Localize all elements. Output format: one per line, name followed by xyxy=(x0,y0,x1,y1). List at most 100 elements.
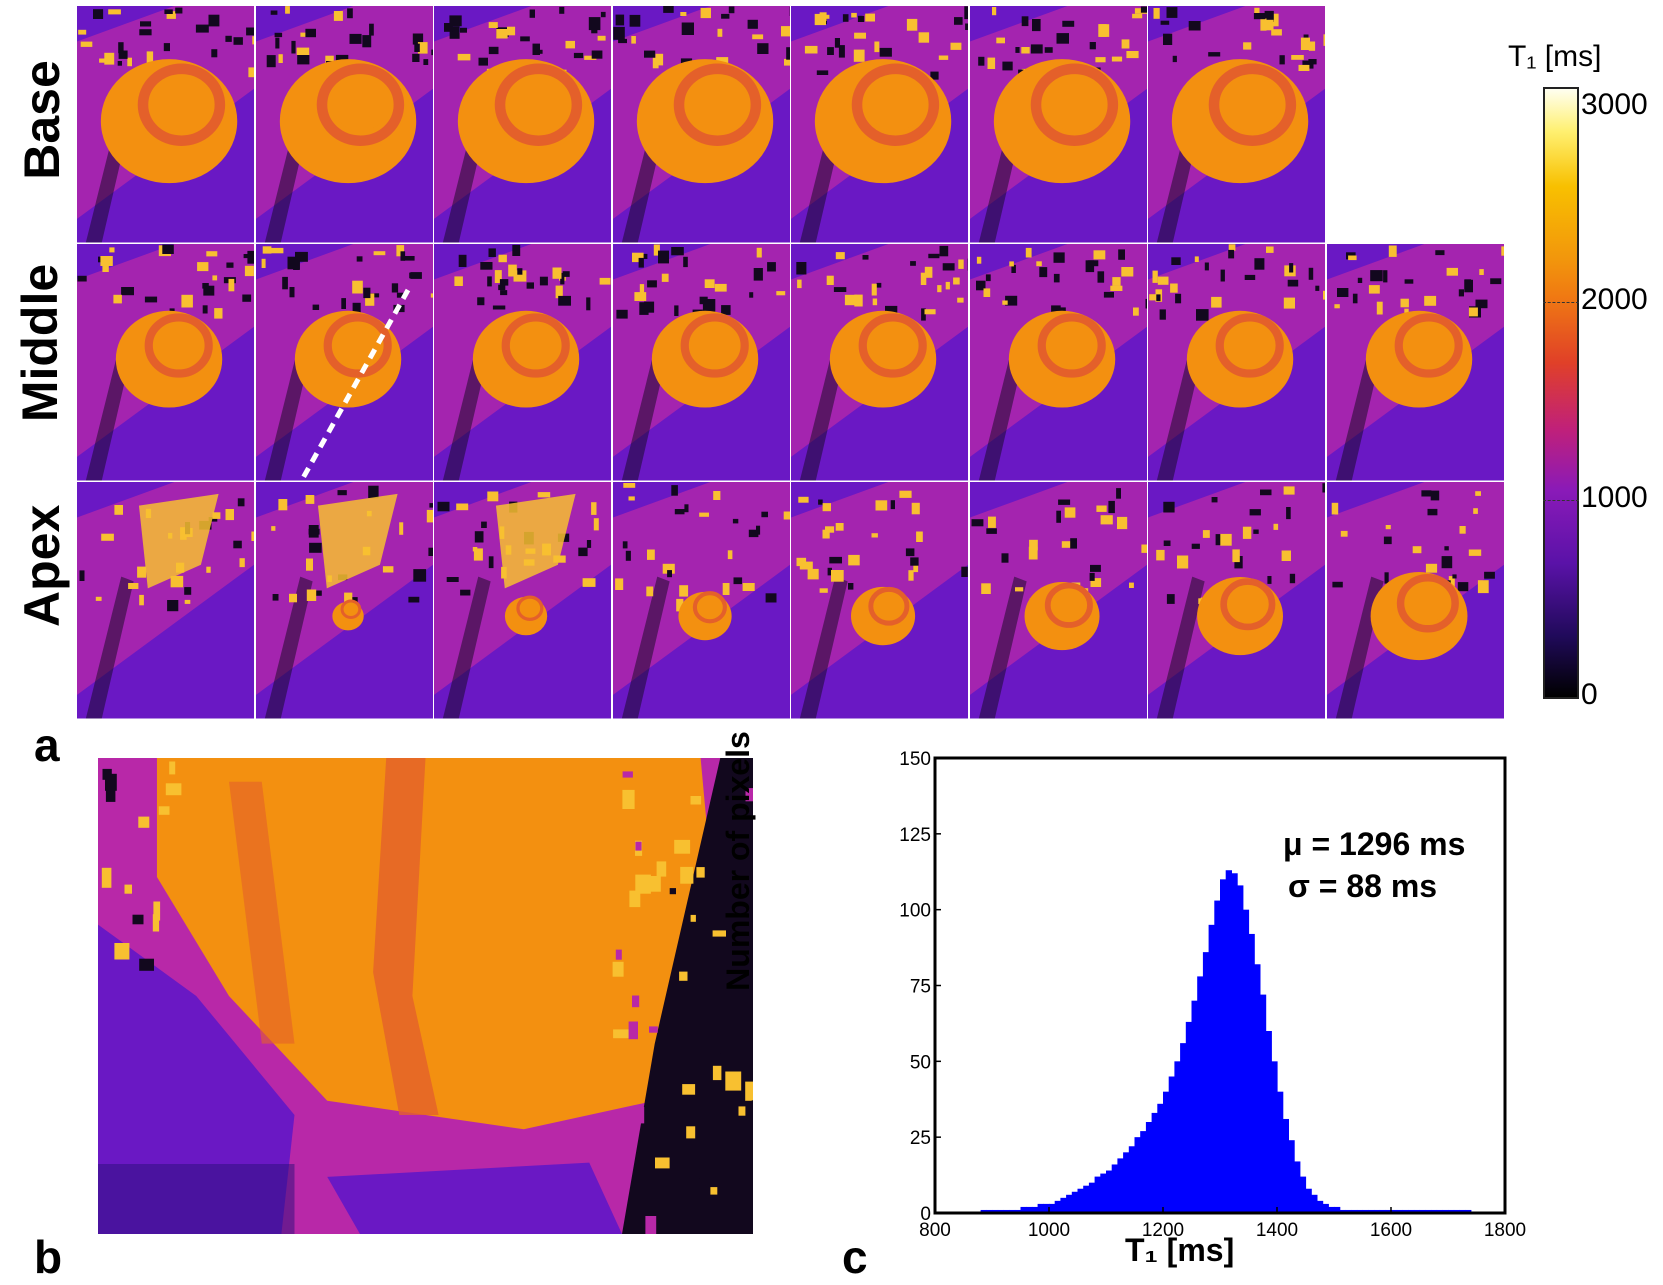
histogram-bar xyxy=(1311,1194,1318,1213)
histogram-bar xyxy=(1322,1203,1329,1213)
y-tick-label: 75 xyxy=(910,977,931,998)
histogram-bar xyxy=(1083,1185,1090,1213)
mean-annotation: μ = 1296 ms xyxy=(1283,826,1466,862)
histogram-bar xyxy=(1254,964,1261,1213)
x-axis-label: T₁ [ms] xyxy=(1125,1232,1235,1268)
histogram-bar xyxy=(1373,1209,1381,1213)
histogram-bar xyxy=(1151,1112,1158,1213)
histogram-bar xyxy=(1003,1209,1010,1213)
histogram-bar xyxy=(986,1209,993,1213)
thumbnail-r1-c1 xyxy=(77,6,254,243)
histogram-bar xyxy=(1202,952,1210,1213)
x-tick-label: 1200 xyxy=(1142,1220,1184,1241)
histogram-bar xyxy=(1425,1209,1432,1213)
y-tick-label: 125 xyxy=(899,825,931,846)
histogram-bar xyxy=(1123,1152,1130,1213)
histogram-bar xyxy=(1208,924,1215,1213)
histogram-bar xyxy=(1180,1043,1187,1213)
histogram-bar xyxy=(1316,1200,1324,1213)
histogram-bar xyxy=(1049,1203,1056,1213)
histogram-bar xyxy=(1368,1209,1375,1213)
y-tick-label: 25 xyxy=(910,1128,931,1149)
histogram-bar xyxy=(1026,1206,1033,1213)
x-tick-label: 1000 xyxy=(1028,1220,1070,1241)
histogram-bar xyxy=(1282,1118,1289,1213)
histogram-bar xyxy=(1071,1191,1079,1213)
y-tick-label: 150 xyxy=(899,749,931,770)
thumbnail-r2-c2 xyxy=(255,244,433,481)
histogram-bar xyxy=(1191,1000,1198,1213)
histogram-bar xyxy=(1442,1209,1449,1213)
thumbnail-r1-c4 xyxy=(612,6,790,243)
histogram-bar xyxy=(1088,1182,1096,1213)
histogram-bar xyxy=(1459,1209,1466,1213)
histogram-bar xyxy=(1448,1209,1455,1213)
histogram-bar xyxy=(1339,1209,1346,1213)
histogram-bar xyxy=(1379,1209,1386,1213)
histogram-bar xyxy=(1402,1209,1409,1213)
histogram-bar xyxy=(1054,1200,1061,1213)
histogram-bar xyxy=(1248,933,1255,1213)
t1-profile-image xyxy=(98,758,753,1234)
x-tick-label: 1400 xyxy=(1256,1220,1298,1241)
histogram-bar xyxy=(1009,1209,1016,1213)
x-tick-label: 1600 xyxy=(1370,1220,1412,1241)
y-tick-label: 50 xyxy=(910,1052,931,1073)
histogram-bar xyxy=(1288,1140,1295,1213)
histogram-bar xyxy=(1214,900,1221,1213)
histogram-bar xyxy=(980,1209,987,1213)
histogram-bar xyxy=(1396,1209,1403,1213)
thumbnail-r1-c7 xyxy=(1148,6,1325,243)
histogram-bar xyxy=(1168,1076,1175,1213)
histogram-bar xyxy=(1271,1061,1278,1213)
thumbnail-r3-c4 xyxy=(612,482,790,719)
histogram-bar xyxy=(1305,1188,1312,1213)
histogram-bar xyxy=(1345,1209,1352,1213)
colorbar-tick-0: 0 xyxy=(1581,678,1598,711)
colorbar-tick-2000: 2000 xyxy=(1581,283,1648,316)
histogram-bar xyxy=(1453,1209,1460,1213)
histogram-bar xyxy=(1077,1188,1084,1213)
thumbnail-r3-c8 xyxy=(1326,482,1504,719)
histogram-bar xyxy=(1265,1031,1272,1213)
thumbnail-r3-c5 xyxy=(791,482,968,719)
thumbnail-r3-c1 xyxy=(77,482,254,719)
histogram-bar xyxy=(1014,1209,1022,1213)
histogram-bar xyxy=(1037,1203,1044,1213)
histogram-bar xyxy=(1362,1209,1369,1213)
thumbnail-r2-c1 xyxy=(77,244,254,481)
histogram-bar xyxy=(1174,1061,1181,1213)
histogram-bar xyxy=(1111,1164,1118,1213)
histogram-bar xyxy=(1145,1122,1153,1213)
thumbnail-r2-c4 xyxy=(612,244,790,481)
y-axis-label: Number of pixels xyxy=(720,731,756,991)
histogram-bar xyxy=(1419,1209,1426,1213)
histogram-bar xyxy=(1094,1176,1101,1213)
histogram-bar xyxy=(1031,1206,1039,1213)
histogram-bar xyxy=(1225,870,1232,1213)
histogram-bar xyxy=(1351,1209,1358,1213)
histogram-bar xyxy=(1465,1209,1472,1213)
histogram-bar xyxy=(1356,1209,1364,1213)
histogram-bar xyxy=(1259,994,1267,1213)
std-annotation: σ = 88 ms xyxy=(1288,868,1438,904)
histogram-bar xyxy=(1237,885,1244,1213)
colorbar-tick-3000: 3000 xyxy=(1581,88,1648,121)
histogram-bar xyxy=(1128,1146,1136,1213)
thumbnail-r2-c8 xyxy=(1326,244,1504,481)
histogram-bar xyxy=(1328,1206,1335,1213)
colorbar-title: T₁ [ms] xyxy=(1508,40,1602,73)
y-tick-label: 100 xyxy=(899,901,931,922)
thumbnail-r2-c7 xyxy=(1148,244,1325,481)
histogram-bar xyxy=(1185,1021,1193,1213)
histogram-bar xyxy=(1197,976,1204,1213)
histogram-bar xyxy=(997,1209,1004,1213)
x-tick-label: 800 xyxy=(919,1220,951,1241)
panel-letter-b: b xyxy=(34,1231,63,1283)
histogram-bar xyxy=(1294,1161,1301,1213)
thumbnail-r1-c6 xyxy=(969,6,1147,243)
histogram-bar xyxy=(1299,1176,1307,1213)
histogram-bar xyxy=(1334,1206,1341,1213)
